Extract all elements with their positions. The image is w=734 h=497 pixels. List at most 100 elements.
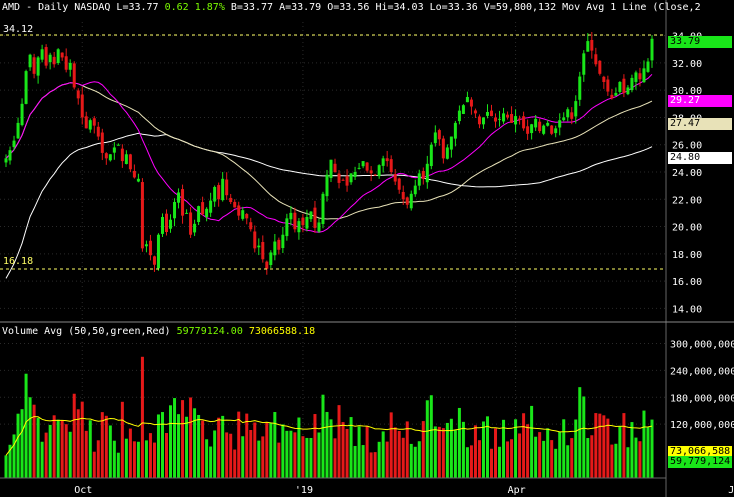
volume-bars <box>4 356 654 478</box>
candle-body <box>48 54 52 63</box>
candle-body <box>116 144 120 146</box>
exchange: NASDAQ <box>74 2 111 13</box>
volume-bar <box>329 419 333 478</box>
volume-average-line <box>5 416 653 456</box>
candle-body <box>173 202 177 219</box>
volume-bar <box>160 412 164 478</box>
price-tick-label: 24.00 <box>672 168 702 179</box>
volume-bar <box>349 417 353 478</box>
volume-bar <box>28 397 32 478</box>
volume-bar <box>116 452 120 478</box>
candle-body <box>144 244 148 247</box>
volume-bar <box>213 430 217 478</box>
candle-body <box>152 256 156 265</box>
volume-bar <box>40 441 44 478</box>
volume-bar <box>64 424 68 478</box>
candle-body <box>60 52 64 58</box>
volume-bar <box>325 411 329 478</box>
volume-bar <box>437 426 441 478</box>
volume-bar <box>273 412 277 478</box>
volume-bar <box>136 441 140 478</box>
volume-bar <box>144 440 148 478</box>
candle-body <box>209 200 213 213</box>
volume-bar <box>104 415 108 478</box>
volume-bar <box>582 396 586 478</box>
candle-body <box>12 140 16 148</box>
candle-body <box>329 159 333 179</box>
volume-bar <box>92 451 96 478</box>
volume-bar <box>345 428 349 478</box>
candle-body <box>465 97 469 103</box>
candle-body <box>128 154 132 170</box>
last-price: L=33.77 <box>116 2 159 13</box>
candle-body <box>80 94 84 118</box>
volume-bar <box>205 439 209 478</box>
candle-body <box>578 76 582 100</box>
candle-body <box>28 54 32 68</box>
candle-body <box>108 154 112 161</box>
volume-bar <box>124 438 128 478</box>
candle-body <box>485 112 489 116</box>
volume-bar <box>189 397 193 478</box>
candle-body <box>233 201 237 208</box>
candle-body <box>317 222 321 232</box>
candle-body <box>44 47 48 66</box>
candle-body <box>534 118 538 128</box>
candle-body <box>265 261 269 269</box>
moving-average-beige <box>5 82 653 220</box>
volume-bar <box>630 422 634 478</box>
volume-tick-label: 240,000,000 <box>670 366 734 377</box>
moving-average-magenta <box>5 73 653 233</box>
candle-body <box>56 49 60 64</box>
candle-body <box>530 124 534 134</box>
candle-body <box>249 222 253 230</box>
volume-bar <box>614 443 618 478</box>
volume-bar <box>305 437 309 478</box>
volume-bar <box>421 421 425 478</box>
candle-body <box>477 116 481 125</box>
candle-body <box>598 60 602 74</box>
date-tick-label: Jul <box>728 485 734 496</box>
volume-bar <box>152 442 156 478</box>
volume-bar <box>229 433 233 478</box>
volume-bar <box>546 428 550 478</box>
volume-bar <box>68 431 72 478</box>
candle-body <box>606 79 610 92</box>
volume-bar <box>393 427 397 478</box>
candle-body <box>473 110 477 114</box>
candle-body <box>229 197 233 202</box>
change: 0.62 <box>164 2 189 13</box>
date-tick-label: Oct <box>74 485 92 496</box>
volume-bar <box>554 448 558 478</box>
volume-bar <box>510 439 514 478</box>
candle-body <box>542 125 546 134</box>
volume-bar <box>197 414 201 478</box>
candle-body <box>558 120 562 128</box>
volume-header: Volume Avg (50,50,green,Red) 59779124.00… <box>2 326 315 337</box>
candle-body <box>321 193 325 225</box>
candle-body <box>361 161 365 167</box>
volume-bar <box>562 419 566 478</box>
volume-bar <box>377 441 381 478</box>
volume-bar <box>76 409 80 478</box>
volume-bar <box>550 440 554 478</box>
volume-bar <box>36 417 40 478</box>
volume-bar <box>566 445 570 478</box>
volume-bar <box>249 429 253 478</box>
candle-body <box>574 101 578 117</box>
volume-average-value: 73066588.18 <box>248 326 316 337</box>
volume-bar <box>634 437 638 478</box>
volume-bar <box>156 414 160 478</box>
volume-bar <box>281 424 285 478</box>
volume-bar <box>461 421 465 478</box>
volume-bar <box>253 422 257 478</box>
candle-body <box>76 90 80 99</box>
candle-body <box>602 76 606 82</box>
candle-body <box>225 179 229 196</box>
volume-bar <box>494 428 498 478</box>
volume-bar <box>148 433 152 478</box>
volume-bar <box>465 447 469 478</box>
volume-bar <box>128 428 132 478</box>
candle-body <box>24 71 28 104</box>
candle-body <box>40 49 44 60</box>
